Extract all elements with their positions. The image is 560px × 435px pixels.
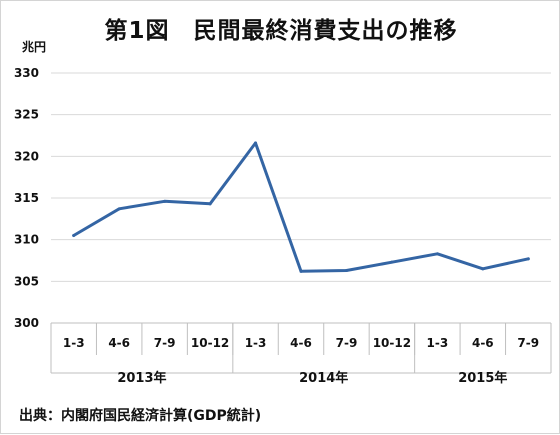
data-point <box>435 252 439 256</box>
y-tick-label: 300 <box>14 316 39 330</box>
data-point <box>254 141 258 145</box>
data-point <box>526 257 530 261</box>
data-series-line <box>72 141 530 273</box>
x-tick-label: 4-6 <box>108 336 130 350</box>
y-tick-label: 325 <box>14 108 39 122</box>
year-group-label: 2015年 <box>458 370 507 386</box>
x-tick-label: 7-9 <box>154 336 176 350</box>
year-group-label: 2014年 <box>299 370 348 386</box>
y-tick-label: 320 <box>14 149 39 163</box>
data-point <box>117 207 121 211</box>
x-tick-label: 4-6 <box>472 336 494 350</box>
x-tick-label: 10-12 <box>373 336 411 350</box>
y-tick-label: 315 <box>14 191 39 205</box>
y-axis-unit-label: 兆円 <box>22 40 47 54</box>
x-tick-label: 1-3 <box>427 336 449 350</box>
y-tick-label: 305 <box>14 274 39 288</box>
x-tick-label: 4-6 <box>290 336 312 350</box>
data-point <box>72 234 76 237</box>
year-group-label: 2013年 <box>117 370 166 386</box>
y-tick-label: 330 <box>14 66 39 80</box>
data-point <box>299 269 303 273</box>
source-note: 出典：内閣府国民経済計算(GDP統計) <box>19 408 262 424</box>
y-tick-label: 310 <box>14 233 39 247</box>
chart-title: 第1図 民間最終消費支出の推移 <box>104 18 458 44</box>
x-tick-label: 7-9 <box>517 336 539 350</box>
x-tick-label: 10-12 <box>191 336 229 350</box>
data-point <box>208 202 212 206</box>
x-tick-label: 1-3 <box>245 336 267 350</box>
data-point <box>344 269 348 272</box>
x-tick-label: 1-3 <box>63 336 85 350</box>
data-point <box>163 199 167 203</box>
x-tick-label: 7-9 <box>336 336 358 350</box>
data-point <box>390 260 394 264</box>
data-point <box>481 267 485 271</box>
